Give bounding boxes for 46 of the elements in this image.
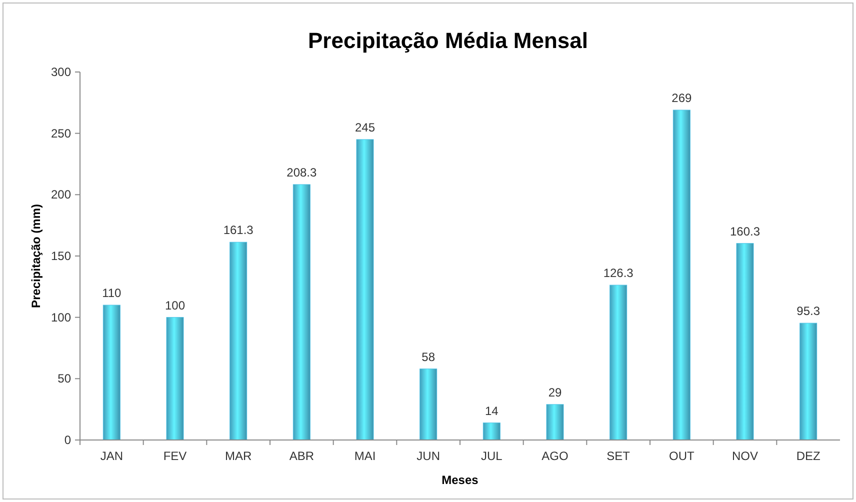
bar: [166, 317, 184, 440]
data-label: 29: [548, 385, 562, 400]
data-label: 95.3: [796, 304, 820, 318]
y-tick-label: 150: [50, 249, 72, 263]
bar: [800, 322, 818, 440]
y-tick-label: 50: [58, 372, 72, 386]
bar: [102, 304, 120, 440]
bar: [482, 422, 500, 440]
y-tick-label: 200: [50, 188, 72, 202]
bar: [292, 184, 310, 440]
x-tick-label: OUT: [668, 449, 695, 463]
bar: [356, 139, 374, 440]
data-label: 160.3: [730, 224, 760, 238]
bar: [420, 368, 438, 440]
data-label: 100: [164, 298, 186, 312]
y-tick-label: 250: [50, 126, 72, 140]
x-tick-label: JAN: [100, 449, 124, 463]
x-tick-label: JUL: [480, 449, 503, 463]
x-tick-label: JUN: [416, 449, 440, 463]
x-tick-label: SET: [606, 449, 631, 463]
x-tick-label: MAI: [354, 449, 376, 463]
x-tick-label: ABR: [289, 449, 314, 463]
x-tick-label: FEV: [163, 449, 187, 463]
data-label: 110: [102, 286, 122, 300]
bar: [672, 110, 690, 440]
data-label: 269: [672, 91, 692, 106]
x-tick-label: MAR: [224, 449, 252, 463]
data-label: 126.3: [603, 266, 634, 280]
chart-title: Precipitação Média Mensal: [308, 28, 588, 53]
data-label: 58: [422, 350, 436, 364]
bar: [546, 404, 564, 440]
bar: [230, 242, 248, 440]
x-axis-title: Meses: [442, 473, 479, 487]
x-tick-label: DEZ: [796, 449, 820, 463]
y-tick-label: 100: [50, 310, 72, 324]
data-label: 208.3: [286, 165, 318, 180]
bar: [736, 243, 754, 440]
data-label: 161.3: [223, 223, 254, 238]
bar: [610, 284, 628, 440]
x-tick-label: AGO: [542, 449, 568, 463]
data-label: 14: [484, 404, 499, 418]
x-tick-label: NOV: [732, 449, 758, 463]
data-label: 245: [354, 120, 376, 134]
y-axis-title: Precipitação (mm): [29, 204, 43, 308]
y-tick-label: 300: [50, 65, 72, 79]
y-tick-label: 0: [64, 433, 72, 447]
